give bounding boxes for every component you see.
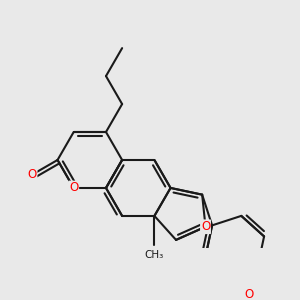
Text: CH₃: CH₃: [145, 250, 164, 260]
Text: O: O: [69, 182, 78, 194]
Text: O: O: [245, 288, 254, 300]
Text: O: O: [201, 220, 210, 233]
Text: O: O: [27, 168, 37, 181]
